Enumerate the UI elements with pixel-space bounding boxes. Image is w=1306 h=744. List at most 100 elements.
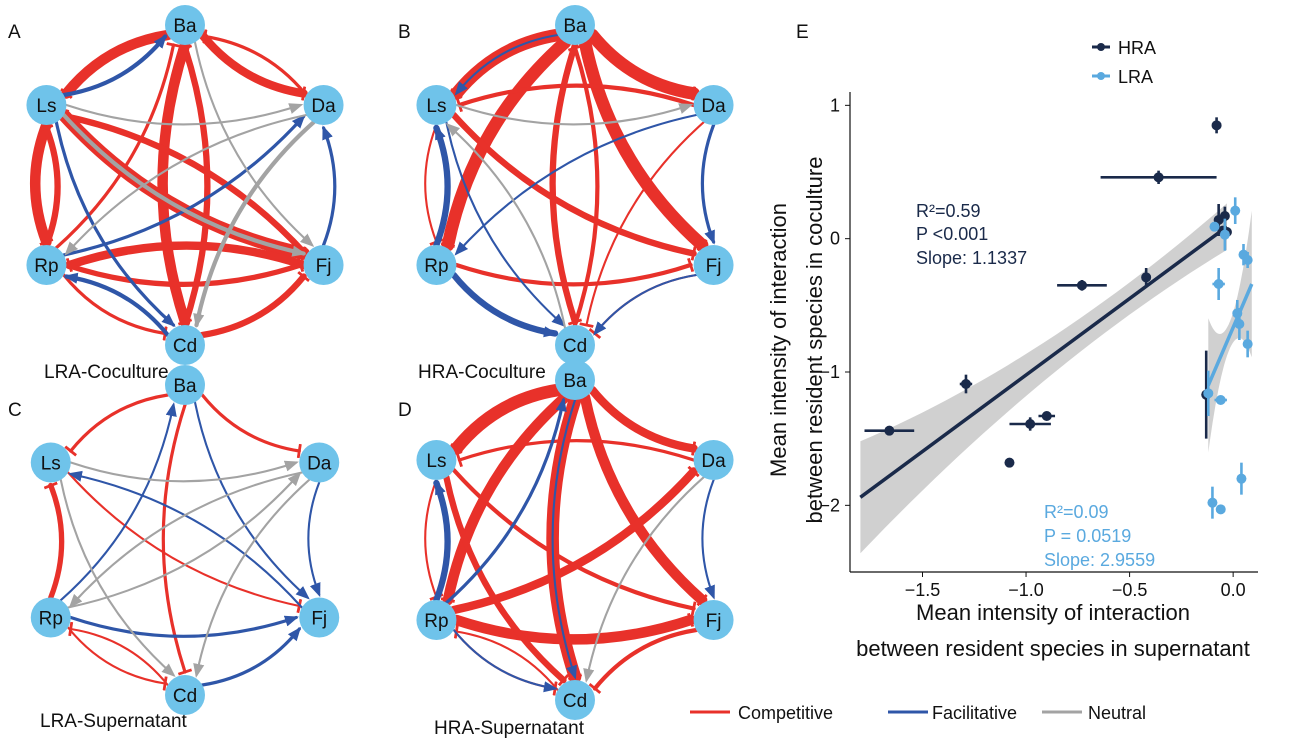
node-label-cd: Cd [563,691,587,712]
edge-ls-to-da-neutral [65,103,304,126]
node-circle-cd [165,325,205,365]
node-fj: Fj [299,597,340,638]
point-marker [1025,419,1036,429]
node-label-ba: Ba [563,16,587,37]
edge-rp-to-ls-competitive [39,124,61,249]
point-marker [1234,319,1245,329]
edge-rp-to-fj-competitive [451,612,696,645]
node-circle-rp [416,600,457,640]
panel-title-hra-supernatant: HRA-Supernatant [434,718,585,739]
edge-ls-to-fj-neutral [61,112,307,257]
edge-rp-to-fj-competitive [63,257,305,288]
edge-rp-to-cd-competitive [62,273,168,341]
x-axis-title-line-2: between resident species in supernatant [856,636,1250,661]
edge-rp-to-cd-competitive [67,626,168,691]
node-circle-cd [555,680,595,720]
point-marker [1076,280,1087,291]
y-axis-title-line-1: Mean intensity of interaction [766,203,791,477]
edge-ba-to-cd-competitive [549,41,583,326]
panel-title-hra-coculture: HRA-Coculture [418,362,546,383]
edge-rp-to-ba-competitive [54,42,181,250]
edge-ba-to-da-competitive [588,385,698,456]
lra-point [1207,486,1218,519]
edge-ls-to-rp-competitive [424,478,444,601]
point-marker [1215,504,1226,515]
lra-point [1242,252,1253,268]
x-tick-label: −1.5 [905,580,941,600]
legend-label-competitive: Competitive [738,703,833,723]
node-label-ba: Ba [563,371,587,392]
edge-rp-to-ba-facilitative [59,402,177,602]
point-marker [1209,221,1220,232]
node-circle-ba [555,360,595,400]
network-panel-b: B HRA-Coculture Ba Da Fj Cd Rp Ls [398,5,734,383]
edge-cd-to-rp-competitive [68,621,169,687]
node-ba: Ba [555,5,595,45]
edge-ls-to-da-neutral [69,460,299,483]
edge-ls-to-cd-facilitative [445,121,566,327]
edge-ba-to-cd-competitive [161,403,193,676]
y-tick-label: 1 [830,95,840,115]
node-label-fj: Fj [706,256,722,277]
node-cd: Cd [165,675,205,715]
edge-ls-to-fj-competitive [67,471,303,614]
edge-cd-to-ba-competitive [567,44,600,328]
lra-slope-label: Slope: 2.9559 [1044,550,1155,570]
edge-da-to-fj-facilitative [307,481,321,598]
node-label-cd: Cd [173,686,197,707]
edge-da-to-rp-facilitative [454,113,698,256]
node-da: Da [303,85,344,125]
edge-da-to-ls-competitive [455,439,696,468]
node-rp: Rp [416,245,457,285]
edge-rp-to-fj-competitive [454,257,695,287]
edge-rp-to-fj-facilitative [69,615,299,638]
edge-fj-to-rp-competitive [65,241,308,273]
node-circle-da [693,85,734,125]
point-marker [1232,308,1243,319]
point-marker [1203,388,1214,399]
edge-rp-to-da-facilitative [62,114,306,257]
node-circle-rp [416,245,457,285]
hra-r2-label: R²=0.59 [916,201,981,221]
node-ls: Ls [416,85,457,125]
hra-p-label: P <0.001 [916,224,988,244]
edge-rp-to-ls-competitive [43,481,65,601]
node-label-rp: Rp [39,609,63,630]
node-label-rp: Rp [34,256,58,277]
node-label-fj: Fj [706,611,722,632]
x-tick-label: −1.0 [1008,580,1044,600]
network-panel-d: D HRA-Supernatant Ba Da Fj Cd Rp Ls [398,360,734,739]
node-rp: Rp [416,600,457,640]
edge-da-to-rp-neutral [68,471,303,609]
scatter-panel-e: E −1.5 −1.0 −0.5 0.0 −2 −1 0 1 Mean intensity o… [766,22,1258,661]
edge-rp-to-cd-facilitative [452,628,558,693]
edge-ls-to-fj-competitive [450,111,697,261]
edge-rp-to-ls-facilitative [433,124,451,249]
point-marker [1230,205,1241,216]
node-circle-ba [555,5,595,45]
edge-fj-to-ls-competitive [63,109,310,259]
node-circle-ls [416,440,457,480]
panel-title-lra-supernatant: LRA-Supernatant [40,711,188,732]
hra-point [1141,268,1152,287]
node-label-da: Da [307,454,332,475]
lra-point [1203,370,1214,416]
node-circle-rp [30,597,71,638]
edge-ba-to-ls-competitive [60,29,173,99]
hra-point [1100,170,1217,184]
node-ba: Ba [165,365,205,405]
panel-letter-d: D [398,400,412,421]
point-marker [884,425,895,436]
edge-da-to-cd-competitive [579,121,705,328]
node-fj: Fj [693,600,734,640]
legend-dot-hra [1097,43,1105,51]
point-marker [1207,497,1218,508]
point-marker [1219,211,1230,221]
node-label-ls: Ls [426,96,446,117]
legend-dot-lra [1097,72,1105,80]
lra-point [1230,197,1241,224]
lra-point [1209,221,1220,232]
y-tick-label: −1 [819,362,840,382]
point-marker [1213,279,1224,289]
edge-da-to-fj-facilitative [701,478,715,600]
